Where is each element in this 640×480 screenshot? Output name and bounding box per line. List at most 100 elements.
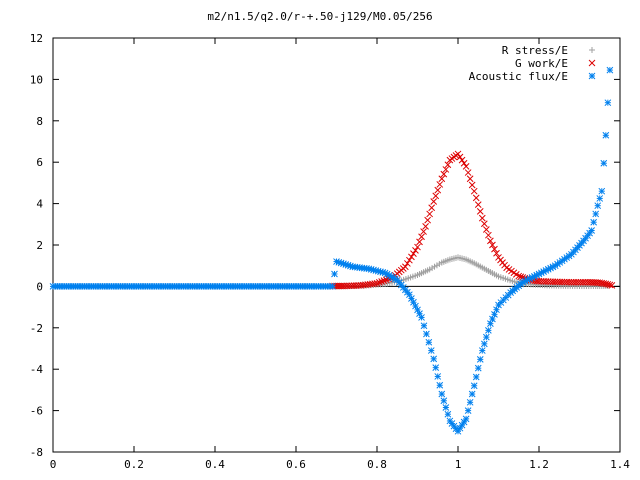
data-point xyxy=(420,228,427,235)
data-point xyxy=(596,195,604,202)
data-point xyxy=(476,356,484,363)
data-point xyxy=(462,415,470,423)
data-point xyxy=(416,238,423,246)
data-point xyxy=(454,150,462,158)
data-point xyxy=(598,279,606,287)
y-tick-label: 2 xyxy=(36,239,43,252)
data-point xyxy=(373,279,381,287)
data-point xyxy=(426,210,434,218)
data-point xyxy=(604,280,612,288)
x-tick-label: 1.4 xyxy=(610,458,630,471)
data-point xyxy=(482,333,490,341)
data-point xyxy=(434,373,442,380)
data-point xyxy=(590,218,598,226)
data-point xyxy=(444,161,452,169)
data-point xyxy=(438,175,446,183)
data-point xyxy=(602,131,610,139)
data-point xyxy=(487,237,494,245)
x-tick-label: 0.4 xyxy=(205,458,225,471)
data-point xyxy=(444,410,452,418)
y-tick-label: 10 xyxy=(30,73,43,86)
data-point xyxy=(404,260,411,267)
y-tick-label: -4 xyxy=(30,363,44,376)
data-point xyxy=(491,245,498,253)
y-tick-label: 12 xyxy=(30,32,43,45)
data-point xyxy=(420,322,428,330)
x-tick-label: 1.2 xyxy=(529,458,549,471)
data-point xyxy=(485,231,492,239)
data-point xyxy=(602,280,610,288)
data-point xyxy=(422,223,429,230)
data-point xyxy=(588,227,596,234)
data-point xyxy=(472,194,480,202)
data-point xyxy=(491,310,498,318)
data-point xyxy=(383,270,391,278)
data-point xyxy=(442,166,450,173)
data-point xyxy=(375,279,383,286)
data-point xyxy=(596,279,604,287)
legend-label: R stress/E xyxy=(502,44,568,57)
data-point xyxy=(472,373,480,381)
y-tick-label: 4 xyxy=(36,198,43,211)
plot-frame xyxy=(52,37,621,453)
data-point xyxy=(378,278,385,285)
data-point xyxy=(410,250,417,257)
data-point xyxy=(436,181,444,188)
data-point xyxy=(432,192,440,200)
data-point xyxy=(428,204,436,212)
series-acoustic-flux-e xyxy=(49,66,614,435)
x-tick-label: 0.2 xyxy=(124,458,144,471)
data-point xyxy=(598,187,606,195)
legend-marker xyxy=(588,72,596,80)
y-tick-label: 8 xyxy=(36,115,43,128)
data-point xyxy=(515,272,523,280)
data-point xyxy=(608,282,616,289)
data-point xyxy=(331,270,338,278)
data-point xyxy=(414,243,421,251)
y-tick-label: -6 xyxy=(30,405,43,418)
data-point xyxy=(606,281,614,289)
data-point xyxy=(427,347,435,354)
data-point xyxy=(466,175,474,183)
data-point xyxy=(474,364,482,372)
data-point xyxy=(434,186,442,194)
data-point xyxy=(440,397,448,405)
data-point xyxy=(432,364,440,372)
data-point xyxy=(476,208,484,215)
data-point xyxy=(401,263,409,271)
y-tick-label: -8 xyxy=(30,446,43,459)
data-point xyxy=(480,220,488,228)
data-point xyxy=(462,162,470,170)
series-r-stress-e xyxy=(333,254,611,290)
y-tick-label: 6 xyxy=(36,156,43,169)
data-point xyxy=(606,66,614,74)
data-point xyxy=(423,330,430,338)
data-point xyxy=(458,156,466,164)
data-point xyxy=(425,338,433,346)
data-point xyxy=(424,216,431,224)
y-tick-label: -2 xyxy=(30,322,43,335)
data-point xyxy=(436,381,444,389)
data-point xyxy=(600,280,608,287)
data-point xyxy=(438,390,446,398)
data-point xyxy=(408,253,415,261)
data-point xyxy=(480,340,488,348)
data-point xyxy=(594,202,602,210)
data-point xyxy=(456,153,464,161)
legend-label: Acoustic flux/E xyxy=(469,70,568,83)
data-point xyxy=(329,283,336,290)
data-point xyxy=(468,390,476,398)
data-point xyxy=(382,276,390,284)
x-tick-label: 0.8 xyxy=(367,458,387,471)
y-tick-label: 0 xyxy=(36,280,43,293)
data-point xyxy=(604,99,612,107)
x-tick-label: 0 xyxy=(50,458,57,471)
data-point xyxy=(470,382,478,390)
x-tick-label: 1 xyxy=(455,458,462,471)
data-point xyxy=(464,407,472,414)
data-point xyxy=(418,314,425,321)
chart-title: m2/n1.5/q2.0/r-+.50-j129/M0.05/256 xyxy=(207,10,433,23)
legend-marker xyxy=(588,59,596,67)
data-point xyxy=(412,246,419,254)
data-point xyxy=(418,233,425,241)
